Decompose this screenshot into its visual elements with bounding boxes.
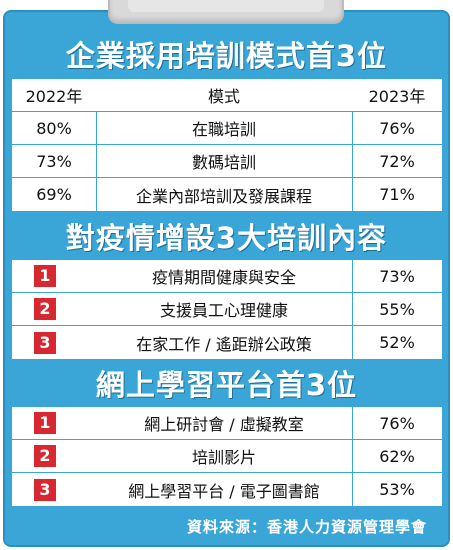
header-mode: 模式	[207, 87, 240, 106]
rank-badge: 3	[34, 331, 56, 354]
column-divider	[96, 79, 97, 211]
source-credit: 資料來源：香港人力資源管理學會	[186, 518, 427, 536]
table-row: 1 疫情期間健康與安全 73%	[12, 260, 442, 293]
rank-badge: 1	[34, 412, 56, 434]
table-row: 3 在家工作 / 遙距辦公政策 52%	[12, 326, 442, 359]
platform-label: 網上研討會 / 虛擬教室	[144, 415, 304, 434]
rank-badge: 1	[34, 265, 56, 287]
training-content-label: 支援員工心理健康	[159, 301, 288, 320]
percentage-value: 55%	[379, 299, 415, 319]
section-title-online-platforms: 網上學習平台首3位	[95, 368, 358, 402]
mode-label: 數碼培訓	[191, 153, 256, 172]
table-row: 69% 企業內部培訓及發展課程 71%	[12, 178, 442, 211]
percentage-value: 73%	[379, 266, 415, 286]
training-modes-table: 2022年 模式 2023年 80% 在職培訓 76% 73% 數碼培訓 72%…	[12, 79, 442, 211]
value-2022: 69%	[36, 185, 72, 204]
clipboard-clip-tab	[128, 0, 324, 12]
column-divider	[352, 407, 353, 506]
platform-label: 培訓影片	[191, 448, 256, 467]
mode-label: 在職培訓	[191, 120, 256, 139]
section-title-pandemic-training: 對疫情增設3大培訓內容	[65, 221, 388, 255]
training-content-label: 疫情期間健康與安全	[151, 268, 296, 287]
value-2023: 71%	[379, 185, 415, 204]
column-divider	[352, 260, 353, 359]
table-row: 80% 在職培訓 76%	[12, 112, 442, 145]
rank-badge: 2	[34, 445, 56, 467]
value-2022: 73%	[36, 151, 72, 171]
table-header-row: 2022年 模式 2023年	[12, 79, 442, 112]
percentage-value: 52%	[379, 333, 415, 352]
header-2023: 2023年	[368, 87, 426, 106]
percentage-value: 62%	[379, 446, 415, 466]
section-title-training-modes: 企業採用培訓模式首3位	[65, 39, 388, 73]
mode-label: 企業內部培訓及發展課程	[135, 186, 312, 206]
rank-badge: 3	[34, 478, 56, 501]
platform-label: 網上學習平台 / 電子圖書館	[128, 481, 320, 501]
value-2022: 80%	[36, 118, 72, 138]
table-row: 73% 數碼培訓 72%	[12, 145, 442, 178]
value-2023: 72%	[379, 151, 415, 171]
rank-badge: 2	[34, 298, 56, 320]
table-row: 1 網上研討會 / 虛擬教室 76%	[12, 407, 442, 440]
column-divider	[352, 79, 353, 211]
value-2023: 76%	[379, 118, 415, 138]
training-content-label: 在家工作 / 遙距辦公政策	[136, 334, 312, 354]
percentage-value: 76%	[379, 413, 415, 433]
table-row: 2 培訓影片 62%	[12, 440, 442, 473]
header-2022: 2022年	[25, 87, 83, 106]
percentage-value: 53%	[379, 480, 415, 499]
pandemic-training-table: 1 疫情期間健康與安全 73% 2 支援員工心理健康 55% 3 在家工作 / …	[12, 260, 442, 359]
table-row: 2 支援員工心理健康 55%	[12, 293, 442, 326]
online-platforms-table: 1 網上研討會 / 虛擬教室 76% 2 培訓影片 62% 3 網上學習平台 /…	[12, 407, 442, 506]
table-row: 3 網上學習平台 / 電子圖書館 53%	[12, 473, 442, 506]
